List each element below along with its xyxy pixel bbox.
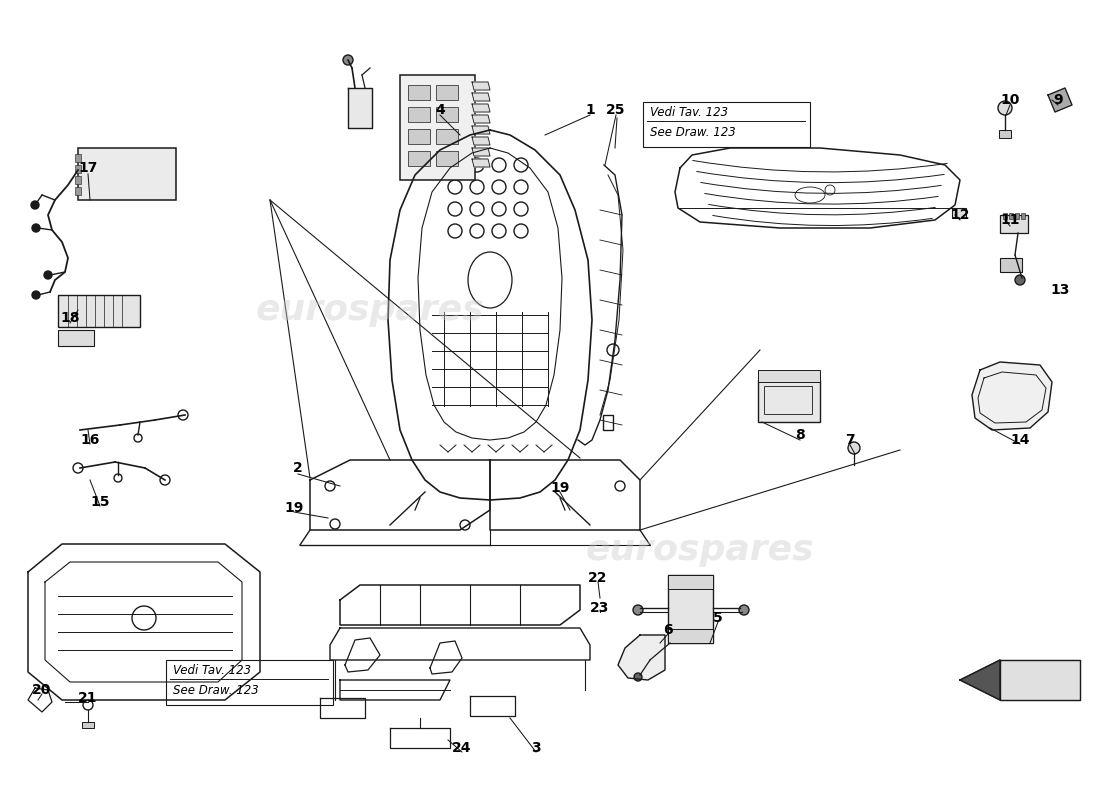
Text: 17: 17 [78, 161, 98, 175]
Bar [58, 330, 94, 346]
Text: 8: 8 [795, 428, 805, 442]
Bar [436, 129, 458, 144]
Text: 25: 25 [606, 103, 626, 117]
Bar [1021, 213, 1025, 219]
Bar [764, 386, 812, 414]
Text: 16: 16 [80, 433, 100, 447]
Polygon shape [472, 115, 490, 123]
Text: eurospares: eurospares [255, 293, 484, 327]
Bar [436, 107, 458, 122]
Circle shape [739, 605, 749, 615]
Text: 19: 19 [550, 481, 570, 495]
Text: Vedi Tav. 123: Vedi Tav. 123 [650, 106, 728, 118]
Polygon shape [472, 93, 490, 101]
Polygon shape [972, 362, 1052, 430]
Text: 13: 13 [1050, 283, 1069, 297]
Text: eurospares: eurospares [585, 533, 814, 567]
Text: 2: 2 [293, 461, 303, 475]
Bar [1009, 213, 1013, 219]
Circle shape [634, 673, 642, 681]
Bar [1003, 213, 1006, 219]
Bar [82, 722, 94, 728]
Bar [668, 575, 713, 589]
Polygon shape [472, 126, 490, 134]
Polygon shape [472, 148, 490, 156]
Text: 5: 5 [713, 611, 723, 625]
Text: 6: 6 [663, 623, 673, 637]
Polygon shape [1000, 660, 1080, 700]
Bar [668, 575, 713, 643]
Text: 9: 9 [1053, 93, 1063, 107]
Circle shape [343, 55, 353, 65]
Circle shape [32, 224, 40, 232]
Bar [408, 151, 430, 166]
Circle shape [31, 201, 38, 209]
Bar [78, 148, 176, 200]
Polygon shape [618, 635, 666, 680]
Text: 15: 15 [90, 495, 110, 509]
Circle shape [44, 271, 52, 279]
Polygon shape [960, 660, 1000, 700]
Text: 18: 18 [60, 311, 79, 325]
Text: 1: 1 [585, 103, 595, 117]
Text: 24: 24 [452, 741, 472, 755]
Text: 19: 19 [284, 501, 304, 515]
Text: Vedi Tav. 123: Vedi Tav. 123 [173, 663, 251, 677]
Text: 3: 3 [531, 741, 541, 755]
Polygon shape [472, 82, 490, 90]
Circle shape [632, 605, 644, 615]
Circle shape [998, 101, 1012, 115]
Bar [1015, 213, 1019, 219]
Bar [400, 75, 475, 180]
Bar [1000, 215, 1028, 233]
Circle shape [1015, 275, 1025, 285]
Circle shape [848, 442, 860, 454]
Bar [999, 130, 1011, 138]
Text: 4: 4 [436, 103, 444, 117]
Polygon shape [472, 159, 490, 167]
Bar [644, 102, 810, 147]
Bar [75, 165, 81, 173]
Polygon shape [472, 104, 490, 112]
Bar [408, 129, 430, 144]
Polygon shape [1048, 88, 1072, 112]
Bar [1000, 258, 1022, 272]
Bar [75, 154, 81, 162]
Bar [603, 415, 613, 430]
Bar [436, 151, 458, 166]
Text: 20: 20 [32, 683, 52, 697]
Text: 23: 23 [591, 601, 609, 615]
Text: See Draw. 123: See Draw. 123 [173, 683, 258, 697]
Bar [408, 107, 430, 122]
Bar [75, 176, 81, 184]
Bar [758, 370, 820, 382]
Polygon shape [348, 88, 372, 128]
Bar [952, 208, 966, 218]
Text: 10: 10 [1000, 93, 1020, 107]
Text: 7: 7 [845, 433, 855, 447]
Text: 21: 21 [78, 691, 98, 705]
Bar [408, 85, 430, 100]
Bar [436, 85, 458, 100]
Circle shape [32, 291, 40, 299]
Text: See Draw. 123: See Draw. 123 [650, 126, 736, 138]
Text: 12: 12 [950, 208, 970, 222]
Bar [75, 187, 81, 195]
Polygon shape [472, 137, 490, 145]
Text: 22: 22 [588, 571, 607, 585]
Text: 14: 14 [1010, 433, 1030, 447]
Bar [166, 660, 333, 705]
Bar [668, 629, 713, 643]
Bar [58, 295, 140, 327]
Text: 11: 11 [1000, 213, 1020, 227]
Bar [758, 380, 820, 422]
